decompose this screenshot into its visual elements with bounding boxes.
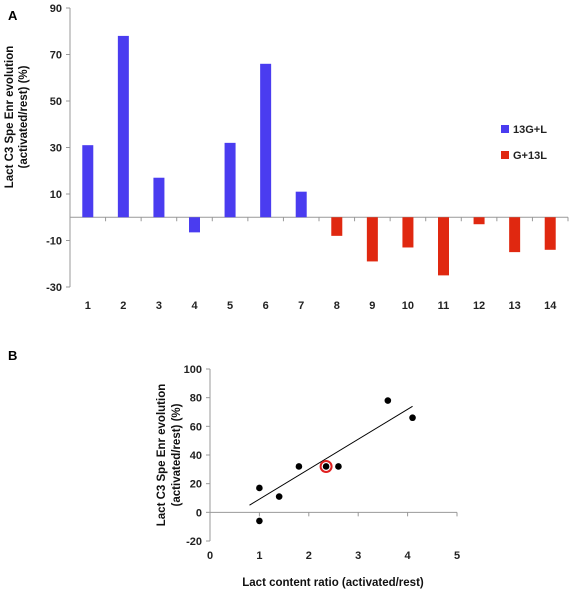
chart-b-y-tick-label: 80 <box>190 393 202 405</box>
chart-a-y-axis: -30 -10 10 30 50 70 90 <box>46 3 71 294</box>
chart-b-y-tick-label: 100 <box>184 364 202 376</box>
chart-a-x-tick-label: 10 <box>402 300 414 312</box>
chart-b-ylabel-line2: (activated/rest) (%) <box>171 403 183 506</box>
data-point <box>322 463 330 470</box>
chart-b-y-tick-label: 60 <box>190 421 202 433</box>
chart-a-y-tick-label: 30 <box>50 143 62 155</box>
bar <box>473 217 485 225</box>
chart-a-x-tick-label: 9 <box>369 300 375 312</box>
bar <box>295 191 307 218</box>
legend-swatch <box>501 125 509 133</box>
chart-a-x-tick-label: 12 <box>473 300 485 312</box>
bar <box>509 217 521 253</box>
chart-b-y-tick-label: 20 <box>190 479 202 491</box>
chart-a-y-tick-label: 90 <box>50 3 62 15</box>
chart-a-x-tick-label: 13 <box>509 300 521 312</box>
chart-b-x-tick-label: 2 <box>306 550 312 562</box>
trendline <box>249 405 413 506</box>
chart-b-points <box>256 397 416 525</box>
chart-b: B -20 0 20 40 60 80 100 0 1 2 3 4 5 Lact C3 Spe Enr … <box>8 348 460 589</box>
chart-a-y-tick-label: 50 <box>50 96 62 108</box>
chart-a-legend: 13G+L G+13L <box>501 124 547 162</box>
chart-a-x-tick-label: 3 <box>156 300 162 312</box>
panel-label-a: A <box>8 8 18 23</box>
chart-a-ylabel-line1: Lact C3 Spe Enr evolution <box>4 46 16 189</box>
data-point <box>409 414 416 422</box>
data-point <box>275 493 283 500</box>
chart-a-x-tick-label: 6 <box>263 300 269 312</box>
highlight-ring <box>319 459 333 473</box>
chart-b-x-tick-label: 1 <box>256 550 262 562</box>
chart-b-x-tick-label: 4 <box>405 550 412 562</box>
chart-b-y-tick-label: -20 <box>186 536 202 548</box>
chart-a-y-tick-label: 10 <box>50 189 62 201</box>
data-point <box>256 484 263 492</box>
chart-a-x-tick-label: 14 <box>544 300 557 312</box>
data-point <box>335 463 342 470</box>
bar <box>544 217 556 250</box>
chart-a-ylabel-line2: (activated/rest) (%) <box>18 65 30 168</box>
chart-b-x-tick-label: 5 <box>454 550 460 562</box>
legend-swatch <box>501 151 509 159</box>
chart-b-x-tick-label: 3 <box>355 550 361 562</box>
chart-a-x-tick-label: 4 <box>191 300 198 312</box>
chart-a-x-tick-label: 8 <box>334 300 340 312</box>
chart-b-trendline <box>249 405 413 506</box>
bar <box>224 142 236 218</box>
chart-a-x-tick-label: 5 <box>227 300 233 312</box>
chart-a-bars <box>82 35 556 276</box>
chart-a-x-axis: 1 2 3 4 5 6 7 8 9 10 11 12 13 14 <box>69 216 569 312</box>
chart-b-y-axis-title: Lact C3 Spe Enr evolution (activated/res… <box>156 384 183 527</box>
bar <box>366 217 378 262</box>
chart-a-y-tick-label: 70 <box>50 50 62 62</box>
chart-a-x-tick-label: 2 <box>120 300 126 312</box>
chart-a-x-tick-label: 11 <box>438 300 450 312</box>
bar <box>82 145 94 218</box>
chart-a-y-tick-label: -30 <box>46 282 62 294</box>
chart-b-x-tick-label: 0 <box>207 550 213 562</box>
legend-label: 13G+L <box>513 124 547 136</box>
bar <box>438 217 449 276</box>
bar <box>331 217 343 236</box>
data-point <box>295 463 303 470</box>
bar <box>189 217 200 233</box>
data-point <box>256 517 263 525</box>
chart-a-x-tick-label: 7 <box>298 300 304 312</box>
chart-b-y-tick-label: 0 <box>196 507 202 519</box>
legend-label: G+13L <box>513 150 547 162</box>
panel-label-b: B <box>8 348 17 363</box>
bar <box>260 63 272 218</box>
bar <box>402 217 414 248</box>
chart-b-ylabel-line1: Lact C3 Spe Enr evolution <box>156 384 168 527</box>
bar <box>153 177 165 218</box>
chart-a-y-tick-label: -10 <box>46 236 62 248</box>
chart-a-x-tick-label: 1 <box>85 300 91 312</box>
chart-b-xlabel: Lact content ratio (activated/rest) <box>242 577 424 589</box>
chart-b-axes: -20 0 20 40 60 80 100 0 1 2 3 4 5 <box>184 364 460 562</box>
chart-a-y-axis-title: Lact C3 Spe Enr evolution (activated/res… <box>4 46 30 189</box>
bar <box>117 35 129 218</box>
chart-b-y-tick-label: 40 <box>190 450 202 462</box>
data-point <box>384 397 392 404</box>
